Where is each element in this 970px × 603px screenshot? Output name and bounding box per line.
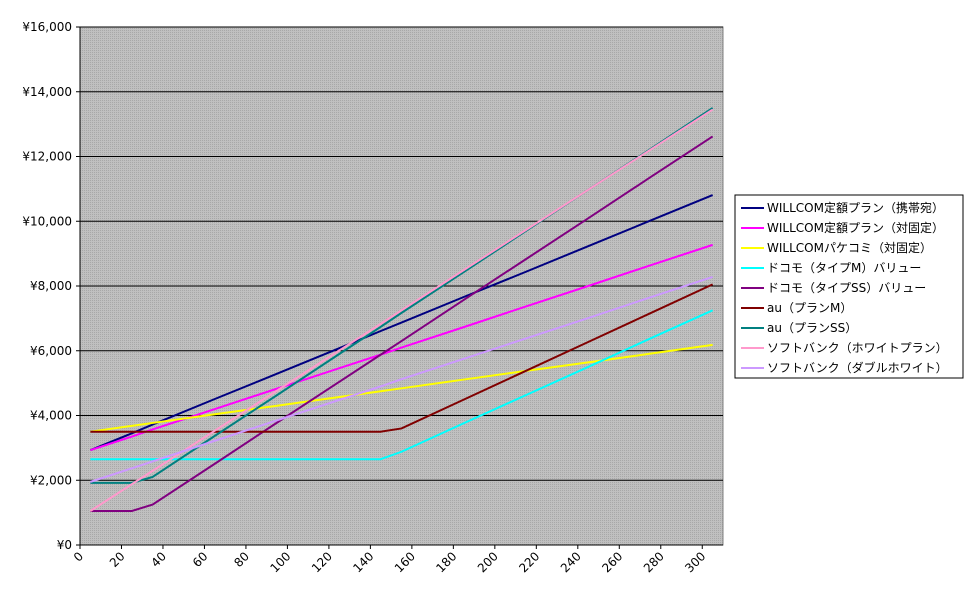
series-line xyxy=(90,343,713,433)
y-tick-label: ¥10,000 xyxy=(22,214,72,228)
series-line xyxy=(90,275,713,483)
series-line xyxy=(90,283,714,433)
x-tick-label: 220 xyxy=(516,549,542,575)
x-tick-label: 160 xyxy=(392,549,418,575)
x-tick-label: 120 xyxy=(309,549,335,575)
x-tick-label: 180 xyxy=(433,549,459,575)
y-tick-label: ¥0 xyxy=(57,538,72,552)
y-tick-label: ¥6,000 xyxy=(30,344,72,358)
legend-label: ドコモ（タイプM）バリュー xyxy=(767,261,921,275)
legend-label: WILLCOMパケコミ（対固定） xyxy=(767,240,932,255)
legend-label: au（プランM） xyxy=(767,301,852,315)
series-line xyxy=(90,135,714,513)
y-tick-label: ¥8,000 xyxy=(30,279,72,293)
series-line xyxy=(89,108,714,512)
x-tick-label: 40 xyxy=(148,549,169,570)
x-tick-label: 60 xyxy=(190,549,211,570)
x-tick-label: 200 xyxy=(475,549,501,575)
y-tick-label: ¥2,000 xyxy=(30,473,72,487)
y-tick-label: ¥12,000 xyxy=(22,150,72,164)
legend-label: WILLCOM定額プラン（携帯宛） xyxy=(767,200,944,215)
x-tick-label: 280 xyxy=(641,549,667,575)
legend-label: ソフトバンク（ホワイトプラン） xyxy=(767,341,948,355)
legend-label: ソフトバンク（ダブルホワイト） xyxy=(767,360,948,375)
x-tick-label: 140 xyxy=(350,549,376,575)
x-tick-label: 20 xyxy=(107,549,128,570)
series-line xyxy=(89,194,714,452)
y-tick-label: ¥16,000 xyxy=(22,20,72,34)
x-tick-label: 0 xyxy=(71,549,86,564)
legend-label: WILLCOM定額プラン（対固定） xyxy=(767,220,944,235)
x-tick-label: 300 xyxy=(682,549,708,575)
y-tick-label: ¥4,000 xyxy=(30,409,72,423)
legend-label: au（プランSS） xyxy=(767,321,857,335)
x-tick-label: 80 xyxy=(231,549,252,570)
x-tick-label: 100 xyxy=(267,549,293,575)
y-tick-label: ¥14,000 xyxy=(22,85,72,99)
x-tick-label: 240 xyxy=(558,549,584,575)
legend-label: ドコモ（タイプSS）バリュー xyxy=(767,281,926,295)
x-tick-label: 260 xyxy=(599,549,625,575)
legend xyxy=(734,194,964,379)
series-line xyxy=(90,309,714,461)
